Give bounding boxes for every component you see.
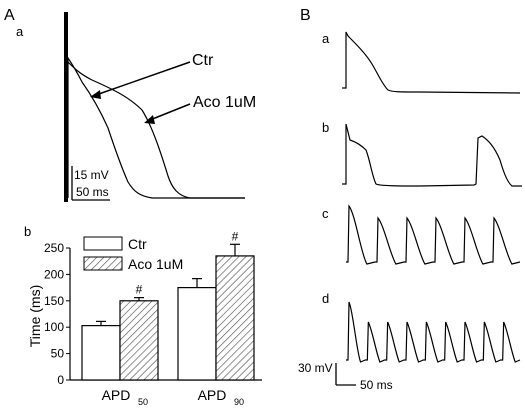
arrow-ctr-head xyxy=(90,90,101,99)
y-tick-label: 200 xyxy=(44,267,64,281)
trace-ctr xyxy=(67,56,245,199)
y-tick-label: 250 xyxy=(44,241,64,255)
x-tick-label-subscript: 90 xyxy=(234,397,244,407)
legend-swatch-aco xyxy=(83,256,123,271)
legend: Ctr Aco 1uM xyxy=(83,236,183,272)
panel-label-Bc: c xyxy=(322,206,329,221)
panel-Aa-traces: Ctr Aco 1uM 15 mV 50 ms xyxy=(64,12,256,202)
panel-label-Bd: d xyxy=(322,291,329,306)
x-labels: APD 50 APD 90 xyxy=(102,387,244,407)
panel-Bd-trace: 30 mV 50 ms xyxy=(298,301,521,392)
label-ctr: Ctr xyxy=(192,52,214,69)
arrow-aco-head xyxy=(144,115,155,124)
trace-Bb xyxy=(342,123,522,187)
panel-label-Bb: b xyxy=(322,120,329,135)
panel-label-B: B xyxy=(300,7,311,24)
label-aco: Aco 1uM xyxy=(193,94,256,111)
y-tick-label: 0 xyxy=(57,373,64,387)
legend-label-ctr: Ctr xyxy=(128,236,147,252)
bar-aco-apd50 xyxy=(119,300,159,381)
significance-mark: # xyxy=(232,229,239,243)
panel-Ba-trace xyxy=(342,31,521,94)
y-tick-label: 150 xyxy=(44,294,64,308)
trace-aco xyxy=(67,61,245,199)
scale-mv-A: 15 mV xyxy=(74,168,109,182)
arrow-aco xyxy=(149,103,191,121)
scale-ms-B: 50 ms xyxy=(360,378,393,392)
panel-label-A: A xyxy=(4,7,15,24)
legend-label-aco: Aco 1uM xyxy=(128,256,183,272)
panel-Bc-trace xyxy=(346,204,521,265)
trace-Bc xyxy=(346,204,521,265)
bars: ## xyxy=(81,229,255,381)
trace-Bd xyxy=(346,301,521,363)
trace-Ba xyxy=(342,31,521,94)
x-tick-label: APD xyxy=(198,387,227,403)
stimulus-artifact xyxy=(64,12,68,202)
y-tick-label: 100 xyxy=(44,320,64,334)
scale-ms-A: 50 ms xyxy=(76,185,109,199)
scale-mv-B: 30 mV xyxy=(298,361,333,375)
panel-Bb-trace xyxy=(342,123,522,187)
y-axis-label: Time (ms) xyxy=(27,285,43,347)
y-tick-label: 50 xyxy=(51,347,65,361)
significance-mark: # xyxy=(136,283,143,297)
bar-ctr-apd50 xyxy=(81,325,121,381)
arrow-ctr xyxy=(95,61,191,96)
x-tick-label: APD xyxy=(102,387,131,403)
panel-label-Ab: b xyxy=(24,224,31,239)
bar-aco-apd90 xyxy=(215,255,255,381)
panel-label-Ba: a xyxy=(322,31,330,46)
panel-label-Aa: a xyxy=(16,24,24,39)
x-tick-label-subscript: 50 xyxy=(138,397,148,407)
bar-ctr-apd90 xyxy=(177,287,217,381)
legend-swatch-ctr xyxy=(83,236,123,251)
y-ticks: 0 50 100 150 200 250 xyxy=(44,241,70,387)
